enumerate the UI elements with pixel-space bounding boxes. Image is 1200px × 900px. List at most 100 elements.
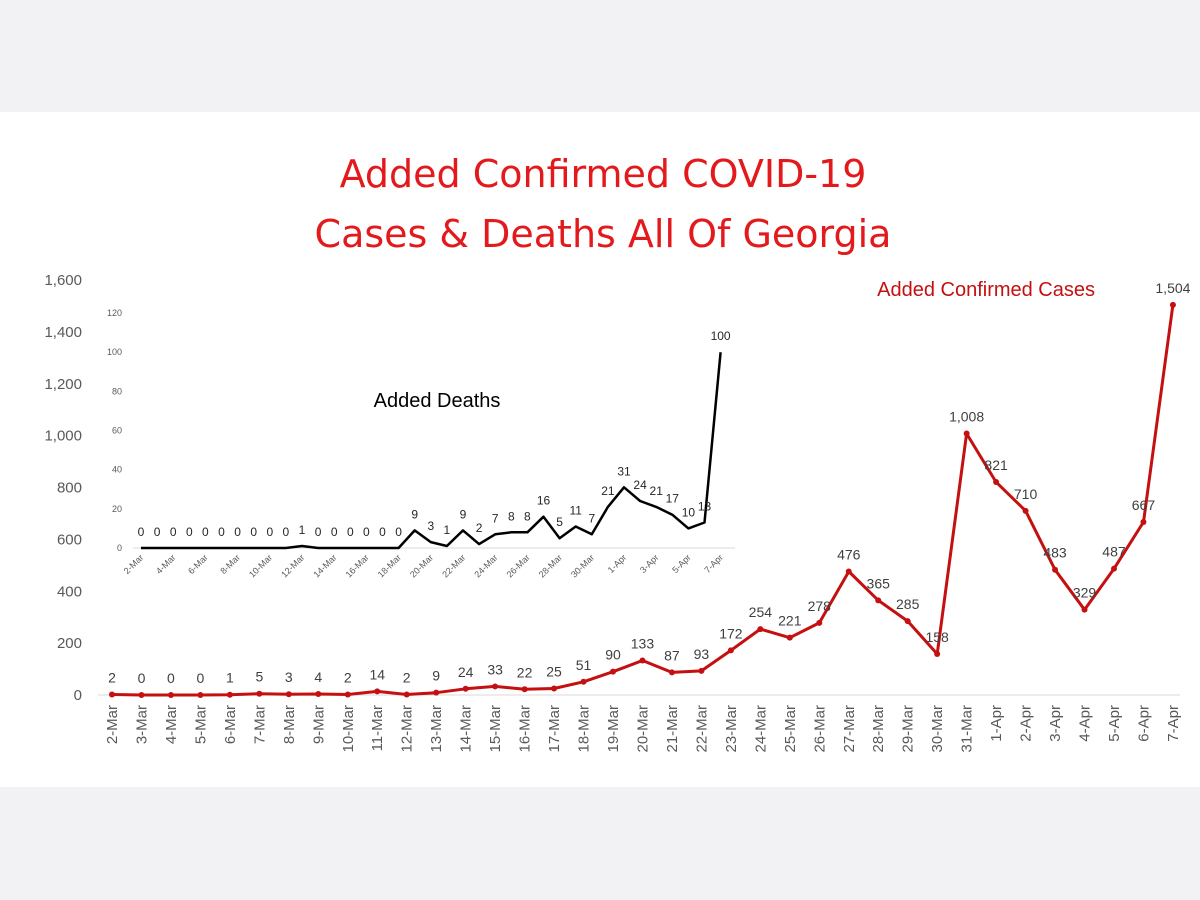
- cases-x-tick-label: 18-Mar: [576, 705, 593, 753]
- deaths-data-label: 7: [588, 511, 595, 525]
- deaths-y-tick-label: 80: [112, 386, 122, 396]
- deaths-data-label: 13: [698, 500, 712, 514]
- deaths-data-label: 3: [427, 519, 434, 533]
- cases-data-label: 22: [517, 664, 533, 680]
- deaths-data-label: 0: [138, 525, 145, 539]
- deaths-data-label: 0: [379, 525, 386, 539]
- deaths-data-label: 24: [633, 478, 647, 492]
- cases-data-point: [816, 619, 823, 626]
- cases-y-tick-label: 1,600: [44, 272, 82, 289]
- cases-data-label: 9: [432, 668, 440, 684]
- cases-data-label: 51: [576, 657, 592, 673]
- deaths-x-tick-label: 14-Mar: [311, 552, 338, 579]
- cases-data-point: [433, 689, 440, 696]
- cases-data-point: [226, 691, 233, 698]
- deaths-data-label: 0: [250, 525, 257, 539]
- cases-data-point: [315, 690, 322, 697]
- cases-data-point: [727, 647, 734, 654]
- cases-data-point: [993, 479, 1000, 486]
- cases-data-point: [462, 685, 469, 692]
- cases-x-tick-label: 10-Mar: [340, 705, 357, 753]
- deaths-data-label: 0: [170, 525, 177, 539]
- deaths-data-label: 0: [395, 525, 402, 539]
- cases-data-point: [786, 634, 793, 641]
- cases-data-label: 25: [546, 664, 562, 680]
- deaths-data-label: 0: [347, 525, 354, 539]
- cases-data-point: [344, 691, 351, 698]
- cases-y-tick-label: 400: [57, 583, 82, 600]
- deaths-data-label: 0: [218, 525, 225, 539]
- cases-y-tick-label: 600: [57, 531, 82, 548]
- cases-data-point: [492, 683, 499, 690]
- chart-title-line-1: Added Confirmed COVID-19: [340, 152, 867, 196]
- cases-data-label: 365: [867, 575, 891, 591]
- cases-x-tick-label: 25-Mar: [782, 705, 799, 753]
- cases-x-tick-label: 6-Mar: [222, 705, 239, 744]
- cases-data-label: 90: [605, 647, 621, 663]
- cases-x-tick-label: 26-Mar: [811, 705, 828, 753]
- cases-data-label: 821: [984, 457, 1008, 473]
- deaths-x-tick-label: 3-Apr: [638, 552, 661, 575]
- deaths-data-label: 0: [186, 525, 193, 539]
- cases-data-point: [374, 688, 381, 695]
- cases-x-tick-label: 4-Mar: [163, 705, 180, 744]
- cases-data-point: [1081, 606, 1088, 613]
- cases-y-tick-label: 1,000: [44, 428, 82, 445]
- cases-data-label: 278: [808, 598, 832, 614]
- cases-data-point: [934, 651, 941, 658]
- deaths-data-label: 9: [411, 507, 418, 521]
- deaths-data-label: 100: [711, 329, 731, 343]
- deaths-data-label: 21: [650, 484, 664, 498]
- deaths-data-label: 0: [202, 525, 209, 539]
- deaths-data-label: 10: [682, 505, 696, 519]
- cases-data-label: 158: [925, 629, 949, 645]
- cases-data-label: 285: [896, 596, 920, 612]
- deaths-x-tick-label: 20-Mar: [408, 552, 435, 579]
- cases-data-point: [1110, 565, 1117, 572]
- deaths-data-label: 0: [266, 525, 273, 539]
- cases-data-label: 14: [369, 666, 385, 682]
- cases-x-tick-label: 23-Mar: [723, 705, 740, 753]
- deaths-x-tick-label: 30-Mar: [569, 552, 596, 579]
- deaths-data-label: 1: [444, 523, 451, 537]
- cases-data-point: [551, 685, 558, 692]
- cases-x-tick-label: 31-Mar: [959, 705, 976, 753]
- cases-data-label: 329: [1073, 585, 1097, 601]
- deaths-data-label: 11: [569, 503, 582, 517]
- cases-data-label: 3: [285, 669, 293, 685]
- cases-data-label: 172: [719, 625, 743, 641]
- deaths-y-tick-label: 20: [112, 504, 122, 514]
- cases-data-point: [963, 430, 970, 437]
- cases-data-point: [403, 691, 410, 698]
- cases-data-label: 93: [694, 646, 710, 662]
- cases-data-label: 33: [487, 661, 503, 677]
- deaths-data-label: 7: [492, 511, 499, 525]
- deaths-x-tick-label: 8-Mar: [218, 552, 242, 576]
- deaths-data-label: 8: [524, 509, 531, 523]
- cases-data-label: 221: [778, 613, 802, 629]
- deaths-x-tick-label: 6-Mar: [186, 552, 210, 576]
- cases-data-point: [639, 657, 646, 664]
- deaths-x-axis-ticks: 2-Mar 4-Mar 6-Mar 8-Mar 10-Mar 12-Mar 14-Mar 16…: [122, 552, 725, 579]
- cases-data-label: 483: [1043, 545, 1067, 561]
- cases-data-label: 0: [138, 670, 146, 686]
- deaths-data-label: 8: [508, 509, 515, 523]
- deaths-y-tick-label: 40: [112, 465, 122, 475]
- chart-card: Added Confirmed COVID-19 Cases & Deaths …: [0, 112, 1200, 787]
- cases-data-point: [698, 667, 705, 674]
- cases-x-tick-label: 9-Mar: [310, 705, 327, 744]
- deaths-x-tick-label: 5-Apr: [670, 552, 693, 575]
- cases-x-tick-label: 22-Mar: [693, 705, 710, 753]
- deaths-x-tick-label: 1-Apr: [606, 552, 629, 575]
- cases-x-tick-label: 7-Mar: [251, 705, 268, 744]
- deaths-x-tick-label: 2-Mar: [122, 552, 146, 576]
- deaths-y-tick-label: 120: [107, 308, 122, 318]
- cases-data-point: [1140, 518, 1147, 525]
- deaths-data-label: 16: [537, 494, 551, 508]
- cases-data-label: 0: [197, 670, 205, 686]
- cases-data-point: [580, 678, 587, 685]
- deaths-data-label: 0: [154, 525, 161, 539]
